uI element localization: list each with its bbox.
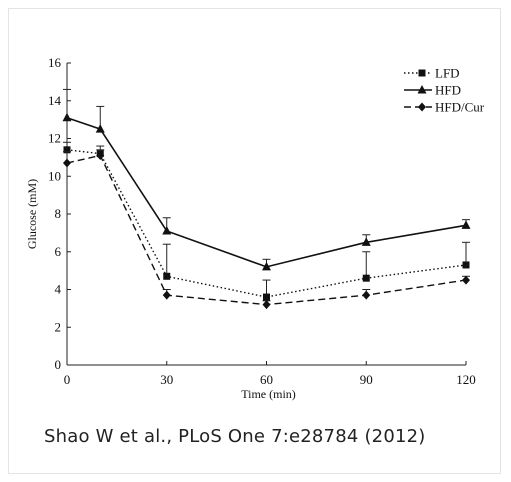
series-line-hfd-cur	[66, 154, 467, 306]
figure-frame	[8, 8, 501, 474]
legend-label-lfd: LFD	[435, 66, 460, 81]
data-point-lfd	[163, 272, 171, 280]
x-tick-label: 0	[64, 372, 71, 387]
data-point-hfd-cur	[362, 290, 371, 300]
data-point-hfd	[95, 124, 105, 133]
y-tick-label: 14	[48, 93, 62, 108]
y-tick-label: 0	[55, 357, 62, 372]
data-point-hfd	[62, 112, 72, 122]
y-tick-label: 12	[48, 131, 61, 146]
series-hfd-cur	[63, 149, 470, 310]
series-line-hfd	[66, 116, 467, 268]
x-tick-label: 60	[260, 372, 273, 387]
y-tick-label: 2	[55, 319, 62, 334]
figure-caption: Shao W et al., PLoS One 7:e28784 (2012)	[44, 426, 426, 447]
data-point-lfd	[63, 146, 71, 154]
x-tick-label: 30	[160, 372, 173, 387]
y-tick-label: 10	[48, 168, 61, 183]
data-point-hfd-cur	[96, 150, 105, 160]
data-point-hfd-cur	[262, 300, 271, 310]
y-tick-label: 8	[55, 206, 62, 221]
series-line-lfd	[66, 149, 467, 298]
x-tick-label: 90	[360, 372, 373, 387]
y-tick-label: 6	[55, 244, 62, 259]
y-axis-label: Glucose (mM)	[25, 179, 39, 249]
data-point-hfd	[361, 237, 371, 246]
data-point-lfd	[462, 261, 470, 269]
y-tick-label: 4	[55, 282, 62, 297]
legend-label-hfd-cur: HFD/Cur	[435, 100, 485, 115]
y-tick-label: 16	[48, 55, 62, 70]
legend-label-hfd: HFD	[435, 83, 461, 98]
data-point-hfd	[162, 225, 172, 235]
legend-marker-lfd	[418, 69, 426, 77]
series-hfd	[62, 88, 471, 271]
data-point-lfd	[362, 274, 370, 282]
data-point-hfd-cur	[162, 290, 171, 300]
data-point-hfd	[461, 220, 471, 229]
data-point-hfd-cur	[63, 158, 71, 168]
x-tick-label: 120	[456, 372, 476, 387]
legend-marker-hfd-cur	[418, 102, 426, 112]
data-point-hfd	[262, 261, 271, 271]
legend-marker-hfd	[417, 85, 427, 94]
data-point-hfd-cur	[462, 275, 470, 285]
data-point-lfd	[263, 293, 270, 301]
x-axis-label: Time (min)	[241, 387, 296, 401]
